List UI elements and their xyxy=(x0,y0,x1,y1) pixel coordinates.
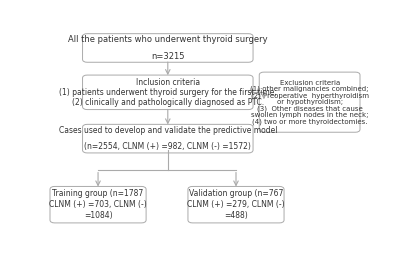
Text: (2) Preoperative  hyperthyroidism: (2) Preoperative hyperthyroidism xyxy=(251,92,369,99)
Text: =1084): =1084) xyxy=(84,211,112,220)
Text: All the patients who underwent thyroid surgery: All the patients who underwent thyroid s… xyxy=(68,35,268,44)
Text: Training group (n=1787: Training group (n=1787 xyxy=(52,189,144,198)
Text: CLNM (+) =279, CLNM (-): CLNM (+) =279, CLNM (-) xyxy=(187,200,285,209)
Text: or hypothyroidism;: or hypothyroidism; xyxy=(276,99,343,105)
FancyBboxPatch shape xyxy=(188,186,284,223)
Text: (1) patients underwent thyroid surgery for the first time;: (1) patients underwent thyroid surgery f… xyxy=(59,88,277,97)
Text: =488): =488) xyxy=(224,211,248,220)
FancyBboxPatch shape xyxy=(259,72,360,132)
Text: Validation group (n=767: Validation group (n=767 xyxy=(189,189,283,198)
Text: (n=2554, CLNM (+) =982, CLNM (-) =1572): (n=2554, CLNM (+) =982, CLNM (-) =1572) xyxy=(84,142,251,151)
Text: (2) clinically and pathologically diagnosed as PTC.: (2) clinically and pathologically diagno… xyxy=(72,98,264,107)
FancyBboxPatch shape xyxy=(50,186,146,223)
Text: (4) two or more thyroidectomies.: (4) two or more thyroidectomies. xyxy=(252,119,367,125)
Text: Exclusion criteria: Exclusion criteria xyxy=(280,80,340,86)
Text: (3)  Other diseases that cause: (3) Other diseases that cause xyxy=(257,105,362,112)
FancyBboxPatch shape xyxy=(82,34,253,62)
Text: (1) other malignancies combined;: (1) other malignancies combined; xyxy=(250,86,369,92)
Text: Cases used to develop and validate the predictive model: Cases used to develop and validate the p… xyxy=(58,126,277,135)
Text: n=3215: n=3215 xyxy=(151,52,184,61)
Text: Inclusion criteria: Inclusion criteria xyxy=(136,78,200,87)
Text: swollen lymph nodes in the neck;: swollen lymph nodes in the neck; xyxy=(251,112,368,118)
FancyBboxPatch shape xyxy=(82,124,253,153)
Text: CLNM (+) =703, CLNM (-): CLNM (+) =703, CLNM (-) xyxy=(49,200,147,209)
FancyBboxPatch shape xyxy=(82,75,253,110)
